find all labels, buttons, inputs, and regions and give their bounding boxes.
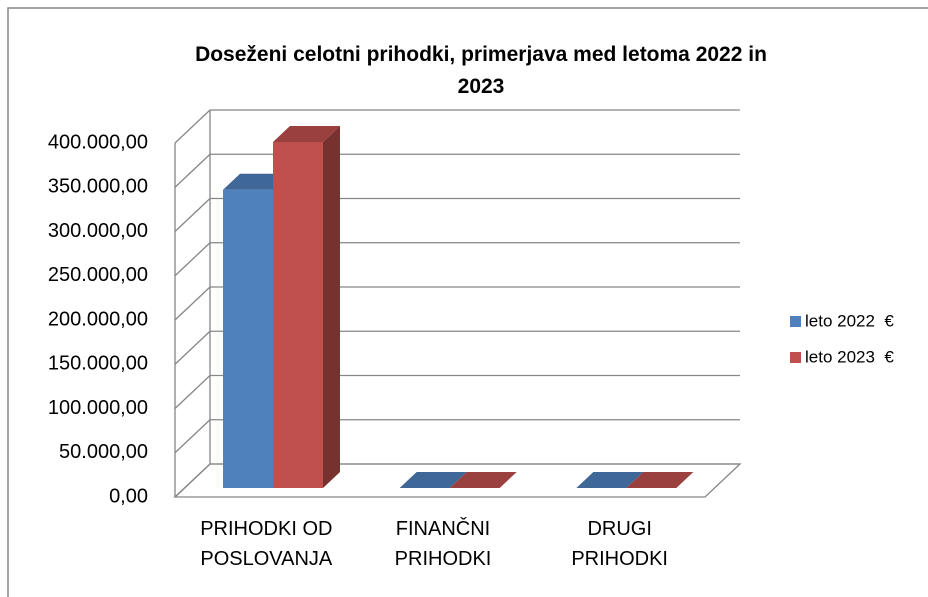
bar [626, 472, 694, 488]
grid-line [174, 242, 211, 277]
y-tick-label: 300.000,00 [48, 220, 148, 242]
grid-line [174, 286, 211, 321]
y-tick-label: 250.000,00 [48, 264, 148, 286]
grid-line [174, 153, 211, 188]
x-tick-label: DRUGI PRIHODKI [571, 518, 668, 570]
bar [273, 125, 340, 488]
bar-top [399, 472, 467, 488]
bar-top [273, 125, 340, 142]
legend-swatch [790, 316, 801, 327]
grid-line [174, 419, 211, 454]
y-tick-label: 400.000,00 [48, 131, 148, 153]
bar [449, 472, 517, 488]
y-tick-label: 150.000,00 [48, 353, 148, 375]
bar-top [449, 472, 517, 488]
bar [576, 472, 644, 488]
bar-top [626, 472, 694, 488]
chart-title: Doseženi celotni prihodki, primerjava me… [195, 43, 767, 98]
bar-front [223, 189, 273, 488]
y-tick-label: 350.000,00 [48, 176, 148, 198]
grid-line [174, 463, 211, 498]
y-tick-label: 200.000,00 [48, 308, 148, 330]
chart-frame [7, 7, 928, 597]
bar-front [273, 141, 323, 488]
y-tick-label: 100.000,00 [48, 397, 148, 419]
x-tick-label: FINANČNI PRIHODKI [395, 517, 492, 570]
x-tick-label: PRIHODKI OD POSLOVANJA [200, 518, 333, 570]
grid-line [174, 198, 211, 232]
grid-line [174, 109, 211, 144]
bar-side [323, 125, 340, 488]
grid-line [174, 375, 211, 409]
bar-top [576, 472, 644, 488]
bar [399, 472, 467, 488]
y-tick-label: 0,00 [109, 485, 148, 507]
grid-line [174, 330, 211, 365]
legend-label: leto 2022 € [805, 311, 894, 330]
legend-label: leto 2023 € [805, 347, 894, 366]
y-tick-label: 50.000,00 [59, 441, 148, 463]
legend-swatch [790, 352, 801, 363]
